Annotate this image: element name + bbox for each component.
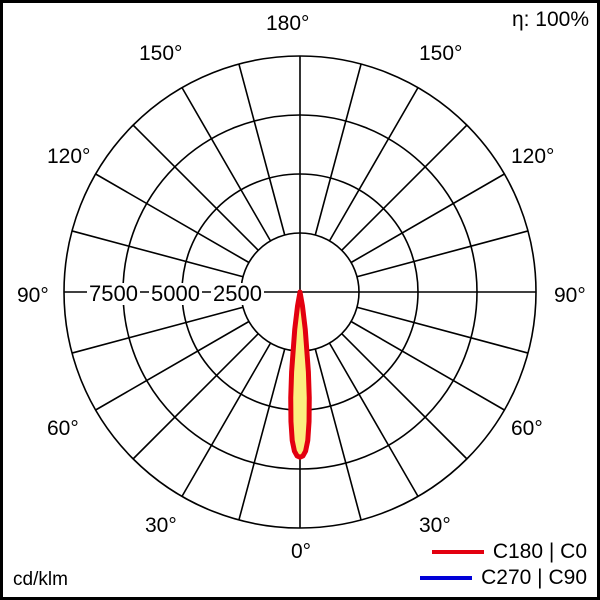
angle-label-150-left: 150° — [139, 42, 183, 65]
legend-swatch-blue-line — [420, 576, 473, 580]
angle-label-90-right: 90° — [554, 284, 586, 307]
angle-label-30-right: 30° — [419, 514, 451, 537]
angle-label-120-right: 120° — [511, 145, 555, 168]
efficiency-label: η: 100% — [511, 8, 589, 31]
angle-label-60-left: 60° — [47, 417, 79, 440]
radial-label-2500: 2500 — [211, 281, 264, 306]
unit-label: cd/klm — [13, 569, 68, 590]
polar-plot — [63, 55, 537, 529]
angle-label-0-bottom: 0° — [291, 540, 312, 563]
legend: C180 | C0 C270 | C90 — [420, 539, 587, 591]
angle-label-90-left: 90° — [17, 284, 49, 307]
polar-spokes — [71, 63, 529, 521]
angle-label-150-right: 150° — [419, 42, 463, 65]
angle-label-60-right: 60° — [511, 417, 543, 440]
legend-swatch-red-line — [431, 550, 484, 554]
legend-label-c270-c90: C270 | C90 — [481, 566, 587, 589]
legend-item-c270-c90: C270 | C90 — [420, 565, 587, 591]
distribution-curves — [288, 289, 312, 460]
angle-label-30-left: 30° — [145, 514, 177, 537]
angle-label-120-left: 120° — [47, 145, 91, 168]
legend-label-c180-c0: C180 | C0 — [492, 540, 587, 563]
radial-label-5000: 5000 — [149, 281, 202, 306]
legend-item-c180-c0: C180 | C0 — [420, 539, 587, 565]
radial-label-7500: 7500 — [87, 281, 140, 306]
angle-label-180-top: 180° — [266, 12, 310, 35]
